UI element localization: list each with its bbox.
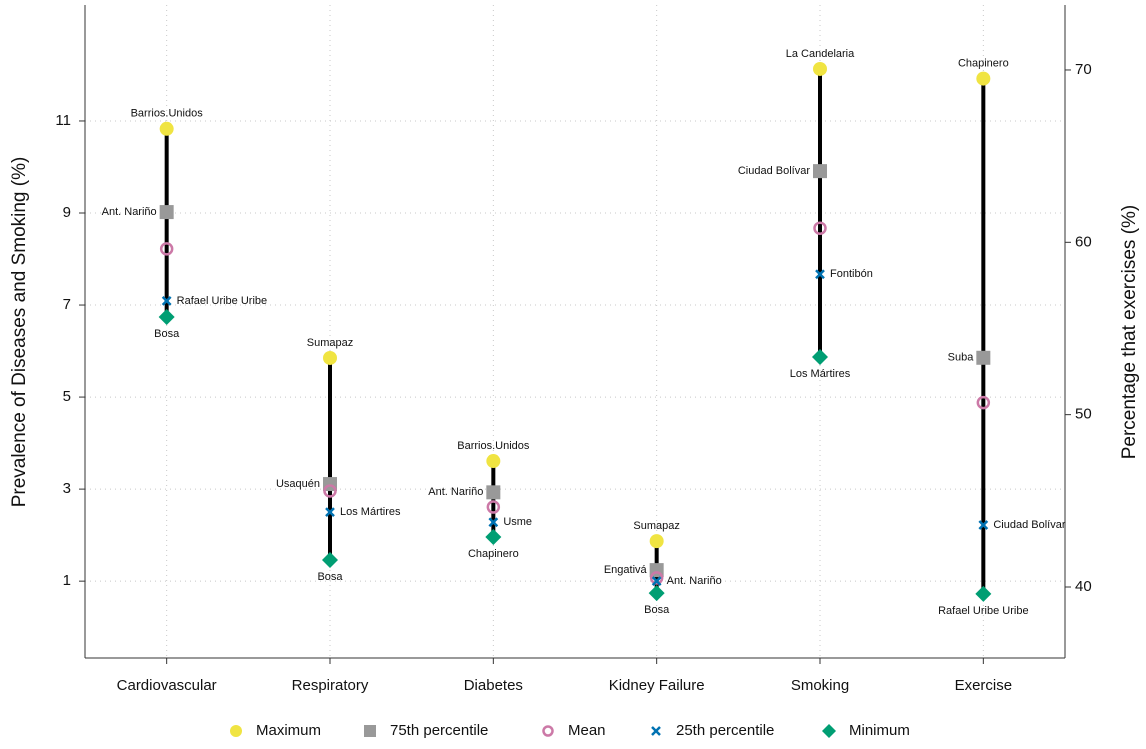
point-diamond	[648, 585, 665, 602]
point-label: Sumapaz	[307, 337, 353, 349]
point-cross	[815, 269, 825, 280]
y2-tick-label: 40	[1075, 578, 1092, 595]
legend-marker	[364, 725, 376, 737]
point-cross	[651, 576, 662, 587]
point-ring	[323, 484, 337, 498]
y2-tick-label: 50	[1075, 406, 1092, 423]
point-label: Bosa	[317, 571, 343, 583]
y2-tick-label: 60	[1075, 233, 1092, 250]
point-label: La Candelaria	[786, 48, 855, 60]
point-circle	[323, 350, 337, 365]
legend-marker	[542, 725, 554, 737]
legend-marker	[651, 726, 661, 736]
point-label: Bosa	[154, 328, 180, 340]
x-tick-label: Cardiovascular	[117, 677, 217, 694]
point-circle	[159, 121, 174, 136]
point-label: Usme	[503, 516, 532, 528]
point-label: Suba	[948, 352, 975, 364]
point-square	[813, 164, 827, 179]
point-label: Barrios.Unidos	[457, 440, 530, 452]
point-square	[486, 485, 501, 500]
point-label: Ant. Nariño	[102, 206, 157, 218]
legend-label: 75th percentile	[390, 722, 488, 739]
point-label: Sumapaz	[633, 520, 679, 532]
point-cross	[488, 517, 499, 528]
point-square	[159, 205, 174, 220]
x-tick-label: Exercise	[955, 677, 1013, 694]
y-tick-label: 5	[63, 388, 71, 405]
point-circle	[649, 534, 664, 549]
point-ring	[649, 571, 664, 585]
point-diamond	[485, 528, 502, 545]
point-circle	[486, 454, 501, 469]
y-axis-title: Prevalence of Diseases and Smoking (%)	[9, 157, 30, 508]
y-tick-label: 3	[63, 480, 71, 497]
legend-marker	[822, 724, 836, 738]
point-label: Ant. Nariño	[428, 486, 483, 498]
point-circle	[976, 71, 991, 86]
point-label: Los Mártires	[340, 506, 401, 518]
point-label: Chapinero	[468, 548, 519, 560]
point-label: Ant. Nariño	[667, 575, 722, 587]
point-square	[976, 350, 991, 365]
point-diamond	[158, 309, 175, 326]
point-label: Engativá	[604, 564, 648, 576]
point-diamond	[812, 349, 828, 366]
point-ring	[813, 221, 827, 235]
legend-label: Minimum	[849, 722, 910, 739]
point-cross	[161, 296, 172, 306]
x-tick-label: Diabetes	[464, 677, 523, 694]
legend-marker	[230, 725, 242, 737]
y-tick-label: 1	[63, 572, 71, 589]
point-label: Fontibón	[830, 268, 873, 280]
point-label: Rafael Uribe Uribe	[177, 295, 267, 307]
point-label: Chapinero	[958, 57, 1009, 69]
y2-tick-label: 70	[1075, 61, 1092, 78]
legend-label: Maximum	[256, 722, 321, 739]
point-ring	[159, 242, 174, 256]
point-label: Rafael Uribe Uribe	[938, 605, 1028, 617]
point-ring	[486, 500, 501, 514]
point-label: Usaquén	[276, 478, 320, 490]
y2-axis-title: Percentage that exercises (%)	[1119, 205, 1140, 460]
point-diamond	[322, 551, 338, 568]
y-tick-label: 9	[63, 204, 71, 221]
point-label: Ciudad Bolívar	[993, 519, 1065, 531]
legend-label: Mean	[568, 722, 606, 739]
point-label: Ciudad Bolívar	[738, 165, 810, 177]
point-label: Barrios.Unidos	[131, 108, 204, 120]
y-tick-label: 11	[55, 112, 71, 129]
point-label: Bosa	[644, 604, 670, 616]
point-label: Los Mártires	[790, 368, 851, 380]
x-tick-label: Smoking	[791, 677, 849, 694]
y-tick-label: 7	[63, 296, 71, 313]
point-cross	[325, 507, 335, 518]
point-ring	[976, 395, 991, 410]
legend-label: 25th percentile	[676, 722, 774, 739]
x-tick-label: Respiratory	[292, 677, 369, 694]
point-cross	[978, 520, 989, 530]
point-circle	[813, 61, 827, 76]
x-tick-label: Kidney Failure	[609, 677, 705, 694]
point-diamond	[975, 585, 992, 602]
